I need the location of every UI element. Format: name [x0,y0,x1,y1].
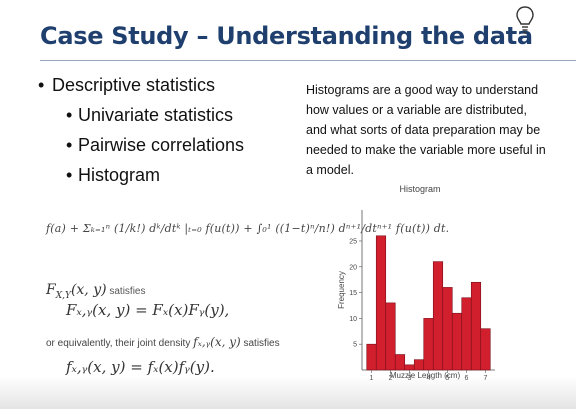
histogram-bar [442,287,453,371]
y-axis-label: Frequency [337,271,346,309]
histogram-bar [413,359,425,371]
title-divider [40,60,576,61]
y-tick-label: 25 [349,238,357,245]
bullet-marker: • [66,105,73,125]
bullet-text: Descriptive statistics [52,75,216,95]
x-axis-label: Muzzle Length (cm) [390,371,461,380]
bullet-text: Histogram [78,165,161,185]
bullet-histogram: • Histogram [38,160,244,190]
histogram-bar [375,235,387,371]
formula-text: satisfies [240,338,280,349]
bullet-marker: • [66,135,73,155]
histogram-bar [394,354,406,371]
formula-args: (x, y) [70,282,107,298]
y-ticks-group: 5 10 15 20 25 [349,238,362,349]
bars-group [366,235,491,371]
formula-symbol: F [46,282,56,298]
histogram-bar [451,312,463,371]
formula-subscript: X,Y [55,290,71,301]
formula-line-2: Fₓ,ᵧ(x, y) = Fₓ(x)Fᵧ(y), [66,301,230,319]
slide-title: Case Study – Understanding the data [40,22,533,50]
histogram-description: Histograms are a good way to understand … [306,83,546,177]
bottom-fade [0,376,576,409]
bullet-descriptive-statistics: • Descriptive statistics [38,70,244,100]
histogram-bar [366,343,377,371]
histogram-bar [480,328,491,371]
histogram-bar [423,318,434,371]
formula-math: fₓ,ᵧ(x, y) [193,335,241,349]
bullet-text: Univariate statistics [78,105,234,125]
bullet-text: Pairwise correlations [78,135,245,155]
taylor-formula: f(a) + Σₖ₌₁ⁿ (1/k!) dᵏ/dtᵏ |ₜ₌₀ f(u(t)) … [46,222,450,235]
bullet-pairwise-correlations: • Pairwise correlations [38,130,244,160]
formula-text: satisfies [106,286,146,297]
bullet-marker: • [38,75,45,95]
bullet-list: • Descriptive statistics • Univariate st… [38,70,244,190]
y-tick-label: 20 [349,264,357,271]
formula-text: or equivalently, their joint density [46,338,194,349]
histogram-bar [432,261,444,371]
y-tick-label: 5 [353,342,357,349]
histogram-bar [385,302,396,371]
bullet-univariate-statistics: • Univariate statistics [38,100,244,130]
chart-title: Histogram [399,184,440,194]
y-tick-label: 10 [349,316,357,323]
histogram-bar [470,281,482,371]
histogram-chart: Histogram Frequency Muzzle Length (cm) 1… [337,184,495,380]
histogram-bar [404,364,415,371]
formula-line-4: fₓ,ᵧ(x, y) = fₓ(x)fᵧ(y). [66,358,215,376]
histogram-bar [461,297,472,371]
bullet-marker: • [66,165,73,185]
y-tick-label: 15 [349,290,357,297]
formula-line-1: FX,Y(x, y) satisfies [46,282,145,301]
formula-line-3: or equivalently, their joint density fₓ,… [46,335,280,349]
lightbulb-icon [516,6,534,34]
